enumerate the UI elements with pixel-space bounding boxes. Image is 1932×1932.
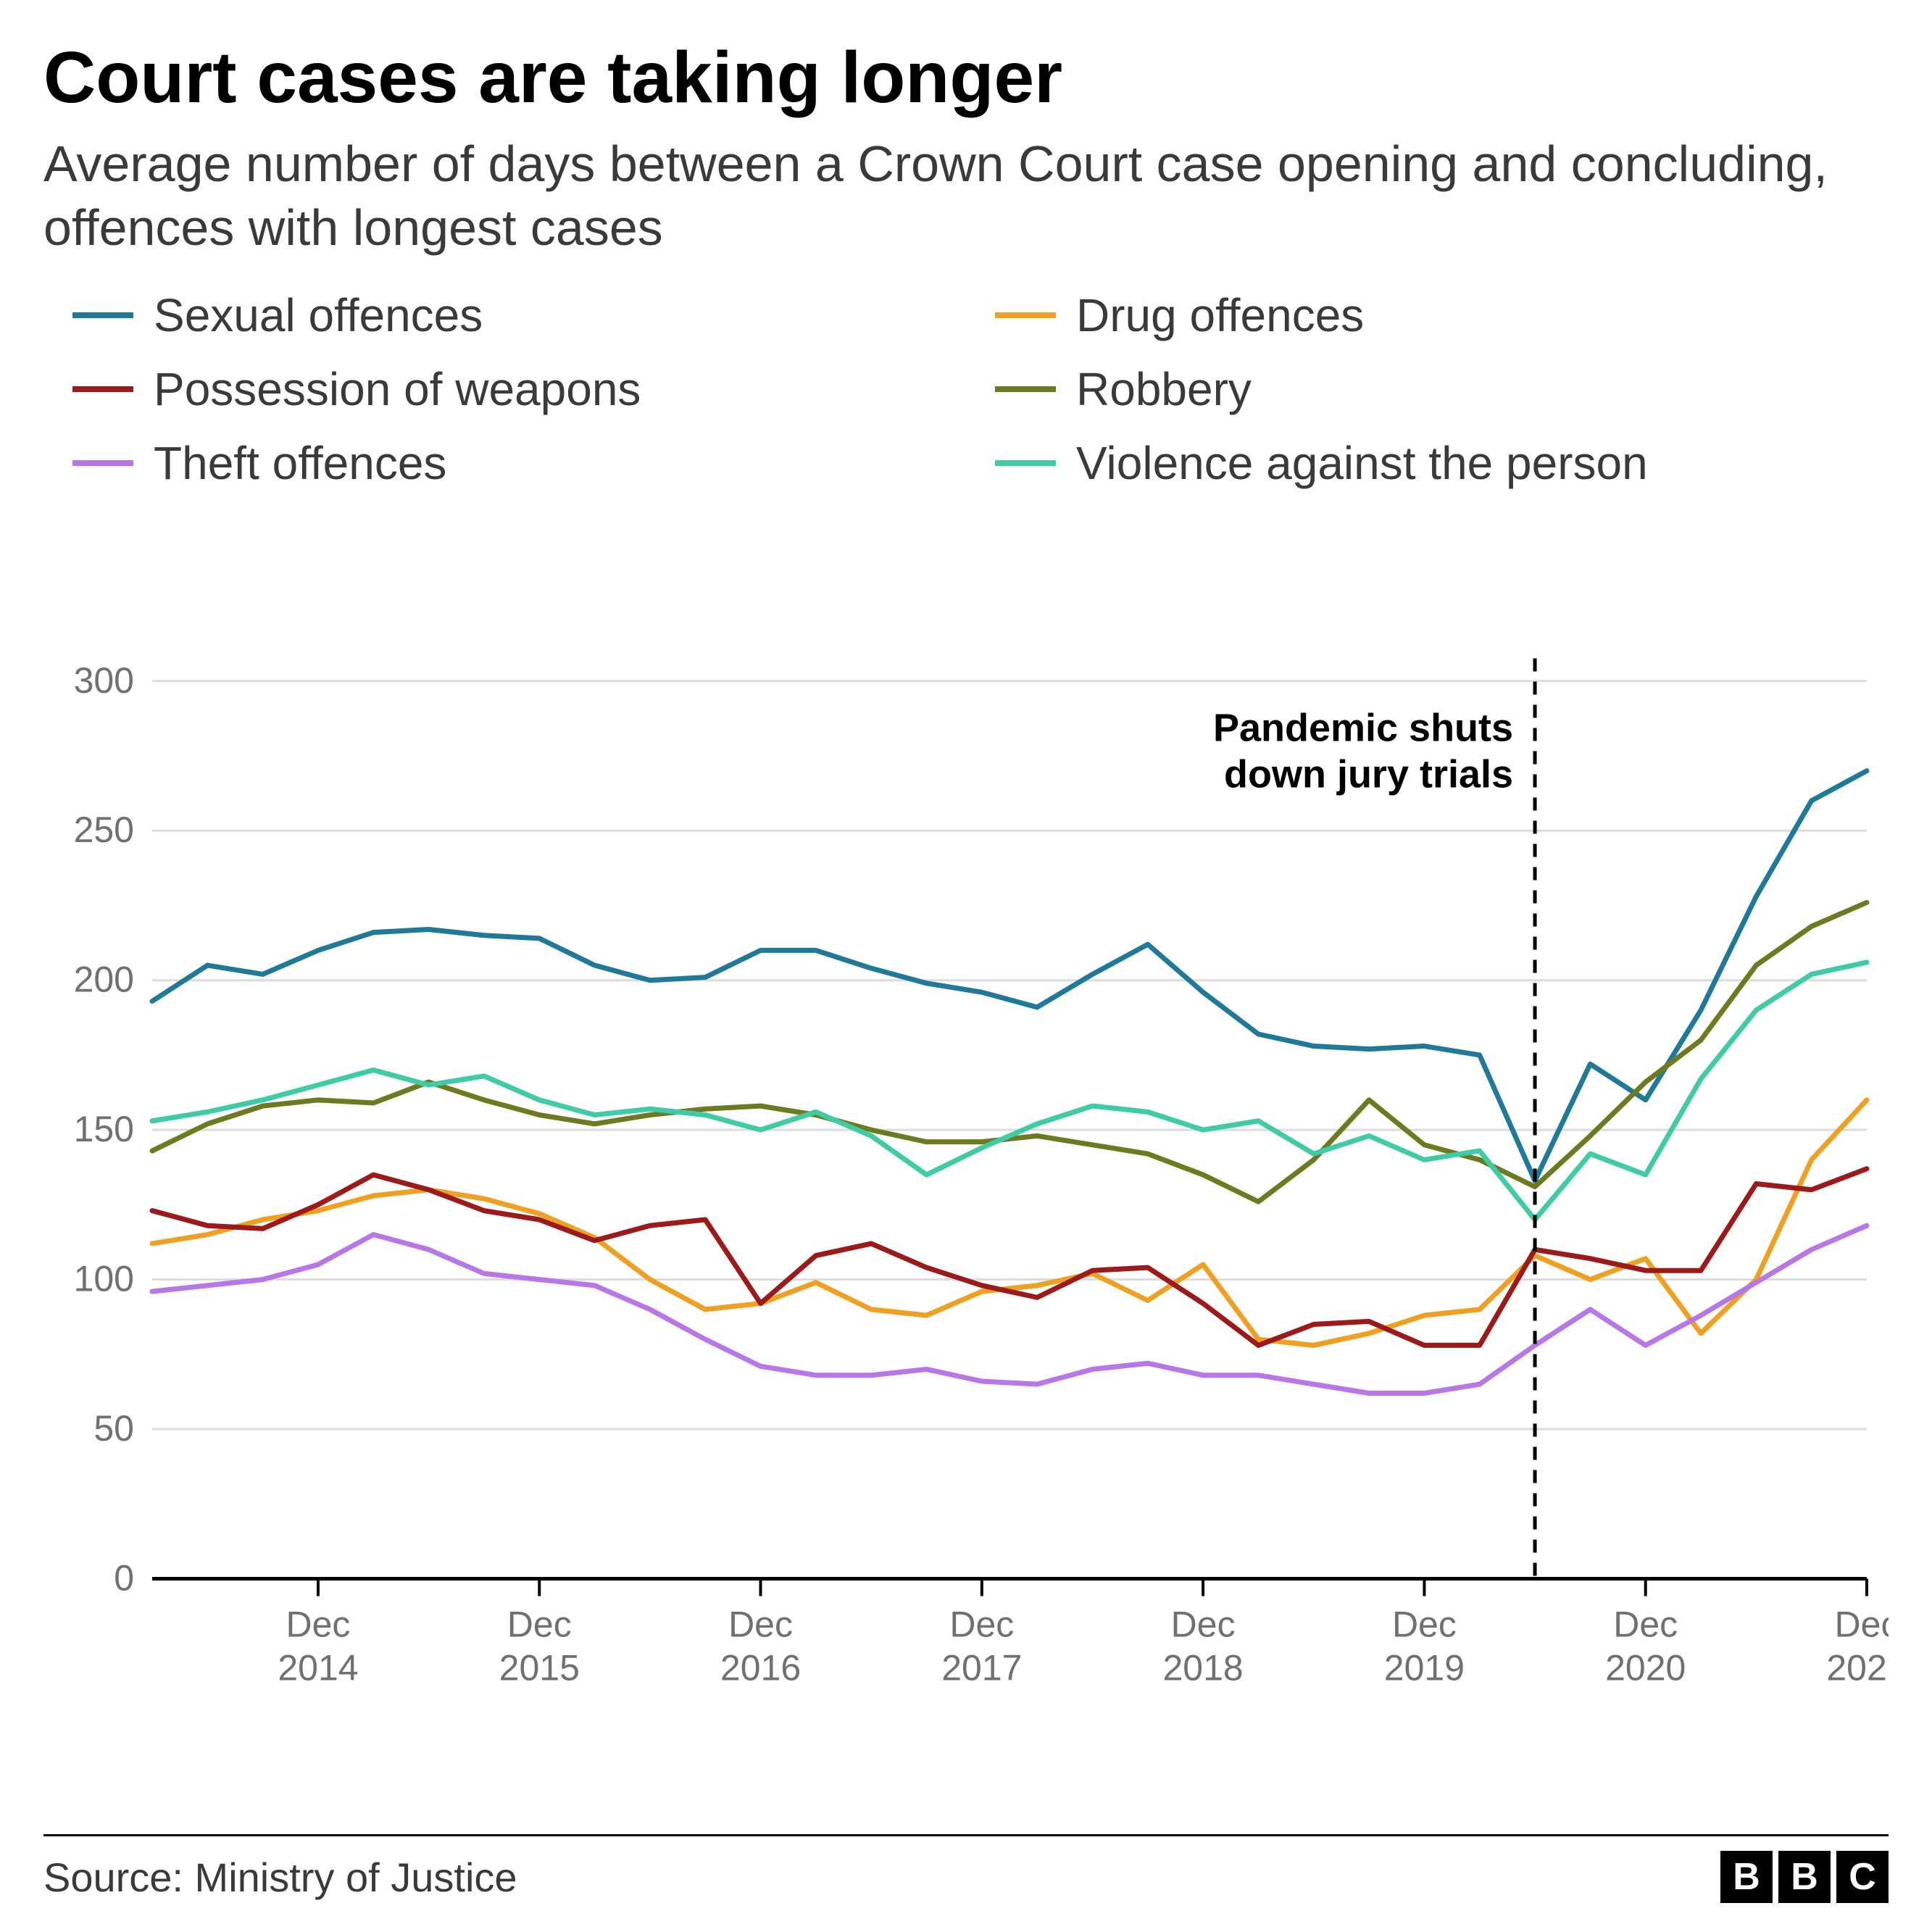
footer: Source: Ministry of Justice BBC xyxy=(43,1834,1889,1903)
bbc-logo-box: C xyxy=(1836,1851,1889,1903)
svg-text:2016: 2016 xyxy=(720,1648,801,1689)
svg-text:Dec: Dec xyxy=(507,1604,572,1645)
bbc-logo: BBC xyxy=(1720,1851,1889,1903)
annotation-label: down jury trials xyxy=(1224,752,1513,796)
legend-swatch xyxy=(72,386,133,392)
svg-text:2017: 2017 xyxy=(941,1648,1022,1689)
bbc-logo-box: B xyxy=(1778,1851,1831,1903)
svg-text:300: 300 xyxy=(74,660,134,701)
series-line xyxy=(152,902,1867,1202)
svg-text:2015: 2015 xyxy=(499,1648,580,1689)
svg-text:200: 200 xyxy=(74,959,134,1000)
legend-label: Drug offences xyxy=(1076,288,1364,342)
legend-item: Sexual offences xyxy=(72,288,966,342)
svg-text:Dec: Dec xyxy=(286,1604,351,1645)
annotation-label: Pandemic shuts xyxy=(1213,706,1513,749)
chart-area: 0 50 100 150 200 250 300 Pandemic shutsdown jur… xyxy=(43,533,1889,1812)
svg-text:Dec: Dec xyxy=(728,1604,793,1645)
legend-item: Violence against the person xyxy=(995,436,1889,490)
chart-title: Court cases are taking longer xyxy=(43,36,1889,120)
legend-item: Possession of weapons xyxy=(72,362,966,416)
legend-item: Drug offences xyxy=(995,288,1889,342)
legend-swatch xyxy=(995,312,1056,318)
series-line xyxy=(152,1169,1867,1346)
legend-swatch xyxy=(995,460,1056,466)
svg-text:Dec: Dec xyxy=(1171,1604,1236,1645)
legend-item: Robbery xyxy=(995,362,1889,416)
svg-text:100: 100 xyxy=(74,1259,134,1299)
svg-text:150: 150 xyxy=(74,1109,134,1149)
svg-text:2018: 2018 xyxy=(1163,1648,1244,1689)
legend-label: Theft offences xyxy=(154,436,446,490)
svg-text:Dec: Dec xyxy=(1835,1604,1889,1645)
legend-item: Theft offences xyxy=(72,436,966,490)
svg-text:2019: 2019 xyxy=(1384,1648,1465,1689)
series-line xyxy=(152,1225,1867,1393)
svg-text:2020: 2020 xyxy=(1605,1648,1686,1689)
legend-label: Possession of weapons xyxy=(154,362,641,416)
svg-text:50: 50 xyxy=(93,1408,134,1449)
legend-label: Robbery xyxy=(1076,362,1252,416)
svg-text:Dec: Dec xyxy=(1392,1604,1457,1645)
svg-text:2021: 2021 xyxy=(1826,1648,1889,1689)
legend: Sexual offences Drug offences Possession o… xyxy=(43,288,1889,490)
chart-subtitle: Average number of days between a Crown C… xyxy=(43,133,1889,259)
legend-swatch xyxy=(995,386,1056,392)
source-text: Source: Ministry of Justice xyxy=(43,1854,517,1901)
legend-label: Sexual offences xyxy=(154,288,483,342)
legend-label: Violence against the person xyxy=(1076,436,1648,490)
svg-text:Dec: Dec xyxy=(949,1604,1014,1645)
bbc-logo-box: B xyxy=(1720,1851,1773,1903)
legend-swatch xyxy=(72,312,133,318)
svg-text:250: 250 xyxy=(74,809,134,850)
legend-swatch xyxy=(72,460,133,466)
svg-text:0: 0 xyxy=(114,1558,134,1599)
svg-text:Dec: Dec xyxy=(1613,1604,1678,1645)
svg-text:2014: 2014 xyxy=(278,1648,358,1689)
line-chart: 0 50 100 150 200 250 300 Pandemic shutsdown jur… xyxy=(43,533,1889,1812)
